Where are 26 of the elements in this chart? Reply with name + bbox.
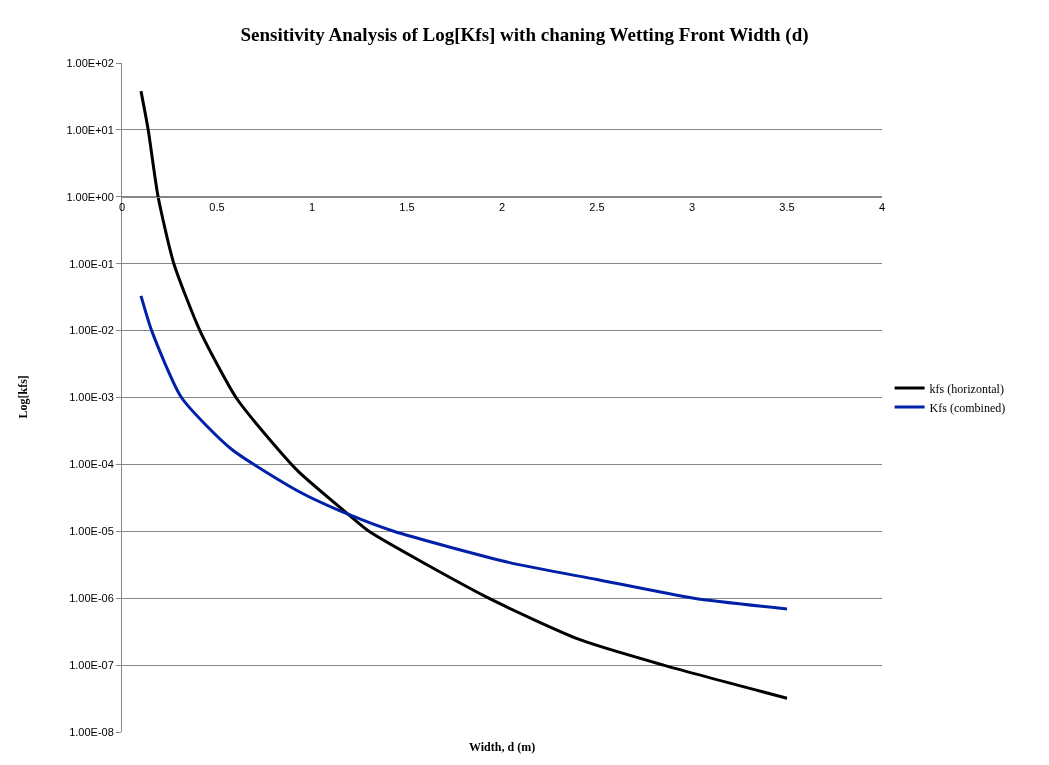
x-tick-label: 3	[688, 201, 696, 213]
x-axis-title: Width, d (m)	[469, 740, 536, 754]
y-tick-label: 1.00E-03	[69, 391, 114, 404]
x-tick-label: 1.5	[399, 201, 415, 213]
y-tick-label: 1.00E-08	[69, 725, 114, 738]
legend-label: kfs (horizontal)	[929, 381, 1004, 396]
y-tick-label: 1.00E+01	[66, 123, 114, 136]
x-tick-label: 3.5	[779, 201, 795, 213]
y-tick-label: 1.00E+02	[66, 56, 114, 69]
x-tick-label: 2	[498, 201, 506, 213]
x-tick-label: 1	[308, 201, 316, 213]
y-tick-label: 1.00E-06	[69, 592, 114, 605]
y-tick-label: 1.00E-01	[69, 257, 114, 270]
x-tick-label: 2.5	[589, 201, 605, 213]
line-series	[139, 294, 789, 611]
x-tick-label: 4	[878, 201, 886, 213]
y-tick-label: 1.00E-07	[69, 658, 114, 671]
y-tick-label: 1.00E-05	[69, 525, 114, 538]
x-tick-label: 0.5	[209, 201, 225, 213]
x-tick-label: 0	[118, 201, 126, 213]
y-axis-title: Log[kfs]	[15, 375, 30, 419]
y-tick-label: 1.00E-04	[69, 458, 114, 471]
legend-label: Kfs (combined)	[929, 400, 1006, 415]
y-tick-label: 1.00E-02	[69, 324, 114, 337]
chart-title: Sensitivity Analysis of Log[Kfs] with chaning Wetting Front Width (d)	[240, 24, 809, 47]
y-tick-label: 1.00E+00	[66, 190, 114, 203]
